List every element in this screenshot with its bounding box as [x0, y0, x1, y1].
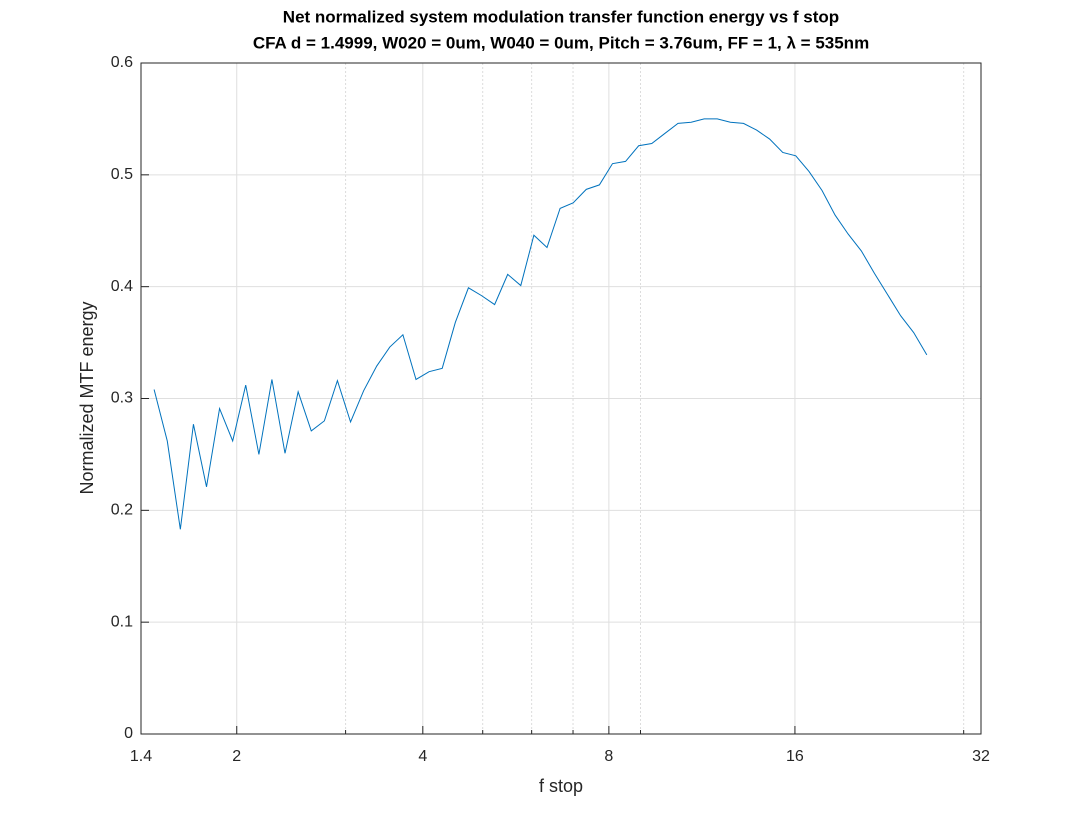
y-tick-label: 0.2 [111, 502, 133, 519]
y-tick-label: 0.5 [111, 166, 133, 183]
x-tick-label: 1.4 [130, 748, 152, 765]
x-tick-label: 32 [972, 748, 990, 765]
y-tick-label: 0.3 [111, 390, 133, 407]
chart-subtitle: CFA d = 1.4999, W020 = 0um, W040 = 0um, … [253, 33, 869, 52]
x-tick-label: 2 [232, 748, 241, 765]
x-tick-label: 16 [786, 748, 804, 765]
axes-box [140, 62, 982, 735]
data-line [153, 118, 928, 530]
x-tick-label: 8 [604, 748, 613, 765]
y-tick-label: 0.1 [111, 613, 133, 630]
y-tick-label: 0 [124, 725, 133, 742]
x-tick-label: 4 [418, 748, 427, 765]
x-axis-label: f stop [539, 776, 583, 796]
chart-title: Net normalized system modulation transfe… [283, 7, 839, 26]
y-tick-label: 0.4 [111, 278, 133, 295]
y-axis-label: Normalized MTF energy [77, 301, 97, 494]
y-tick-label: 0.6 [111, 54, 133, 71]
